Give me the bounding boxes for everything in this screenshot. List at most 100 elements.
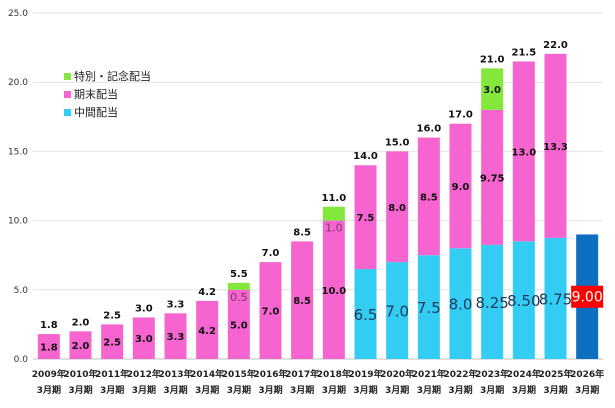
- special-value-label: 1.0: [325, 222, 343, 235]
- bar-segment: [164, 313, 187, 359]
- segment-value-label: 2.0: [72, 341, 90, 352]
- bar-segment: [386, 262, 409, 359]
- y-tick-label: 0.0: [14, 355, 29, 365]
- segment-value-label: 4.2: [198, 326, 216, 337]
- total-value-label: 14.0: [353, 151, 378, 162]
- bar-segment: [512, 241, 535, 359]
- total-value-label: 11.0: [321, 193, 346, 204]
- bar-segment: [37, 334, 60, 359]
- x-tick-period: 3月期: [37, 384, 61, 396]
- segment-value-label: 5.0: [230, 320, 248, 331]
- bar-segment: [449, 248, 472, 359]
- x-tick-period: 3月期: [68, 384, 92, 396]
- gridlines: [33, 12, 603, 360]
- x-tick-period: 3月期: [227, 384, 251, 396]
- x-tick-period: 3月期: [385, 384, 409, 396]
- segment-value-label: 7.5: [357, 213, 375, 224]
- x-tick-period: 3月期: [417, 384, 441, 396]
- interim-value-label: 7.5: [417, 299, 441, 317]
- total-value-label: 21.0: [480, 54, 505, 65]
- total-value-label: 8.5: [293, 227, 311, 238]
- x-tick-period: 3月期: [575, 384, 599, 396]
- total-value-label: 21.5: [511, 47, 536, 58]
- x-tick-period: 3月期: [322, 384, 346, 396]
- x-tick-year: 2019年: [348, 368, 382, 380]
- bar-segment: [481, 109, 504, 245]
- y-tick-label: 20.0: [8, 78, 28, 88]
- bar-segment: [386, 151, 409, 263]
- interim-value-label: 8.75: [539, 290, 572, 308]
- bar-segment: [544, 53, 567, 238]
- total-value-label: 3.0: [135, 303, 153, 314]
- total-value-label: 15.0: [385, 137, 410, 148]
- data-labels: 1.8 1.8 2.0 2.0 2.5 2.5 3.0 3.0 3.3 3.3 4.2 4.2 5.0 0…: [40, 40, 604, 354]
- x-tick-period: 3月期: [480, 384, 504, 396]
- x-tick-year: 2009年: [32, 368, 66, 380]
- segment-value-label: 8.5: [293, 296, 311, 307]
- segment-value-label: 9.0: [452, 182, 470, 193]
- interim-value-label: 8.0: [449, 296, 473, 314]
- bar-segment: [227, 289, 250, 359]
- total-value-label: 22.0: [543, 40, 568, 51]
- total-value-label: 17.0: [448, 110, 473, 121]
- total-value-label: 5.5: [230, 269, 248, 280]
- bar-segment: [512, 61, 535, 242]
- interim-value-label: 7.0: [385, 303, 409, 321]
- x-tick-year: 2020年: [380, 368, 414, 380]
- x-tick-year: 2016年: [253, 368, 287, 380]
- bar-segment: [196, 300, 219, 359]
- bar-segment: [132, 317, 155, 359]
- bar-segment: [354, 165, 377, 270]
- bar-segment: [449, 123, 472, 249]
- segment-value-label: 8.0: [388, 203, 406, 214]
- segment-value-label: 2.5: [103, 338, 121, 349]
- bar-segment: [322, 220, 345, 359]
- x-tick-year: 2011年: [95, 368, 129, 380]
- legend-swatch: [64, 109, 71, 116]
- segment-value-label: 3.0: [135, 334, 153, 345]
- x-tick-year: 2015年: [222, 368, 256, 380]
- interim-value-label: 8.25: [475, 294, 508, 312]
- x-tick-year: 2025年: [538, 368, 572, 380]
- x-tick-year: 2024年: [507, 368, 541, 380]
- special-value-label: 0.5: [230, 291, 248, 304]
- x-tick-year: 2023年: [475, 368, 509, 380]
- x-tick-period: 3月期: [258, 384, 282, 396]
- legend-label: 中間配当: [74, 105, 118, 119]
- x-tick-period: 3月期: [132, 384, 156, 396]
- x-tick-period: 3月期: [163, 384, 187, 396]
- x-tick-year: 2012年: [127, 368, 161, 380]
- bar-segment: [417, 255, 440, 359]
- x-tick-year: 2026年: [570, 368, 604, 380]
- bar-segment: [101, 324, 124, 359]
- x-tick-year: 2022年: [443, 368, 477, 380]
- total-value-label: 3.3: [167, 299, 185, 310]
- x-tick-period: 3月期: [448, 384, 472, 396]
- x-tick-period: 3月期: [195, 384, 219, 396]
- total-value-label: 2.0: [72, 317, 90, 328]
- x-tick-year: 2017年: [285, 368, 319, 380]
- y-tick-label: 15.0: [8, 147, 28, 157]
- legend-label: 特別・記念配当: [74, 69, 151, 83]
- x-tick-period: 3月期: [353, 384, 377, 396]
- bar-segment: [69, 331, 92, 359]
- bar-segment: [322, 206, 345, 221]
- bar-segment: [544, 237, 567, 359]
- x-tick-period: 3月期: [290, 384, 314, 396]
- total-value-label: 4.2: [198, 287, 216, 298]
- segment-value-label: 7.0: [262, 307, 280, 318]
- bar-segment: [481, 68, 504, 110]
- segment-value-label: 3.0: [483, 85, 501, 96]
- interim-value-label: 6.5: [354, 306, 378, 324]
- y-tick-label: 5.0: [14, 286, 29, 296]
- y-tick-label: 25.0: [8, 9, 28, 19]
- x-tick-year: 2018年: [317, 368, 351, 380]
- x-tick-year: 2013年: [158, 368, 192, 380]
- interim-value-label: 8.50: [507, 292, 540, 310]
- total-value-label: 2.5: [103, 310, 121, 321]
- segment-value-label: 13.0: [511, 147, 536, 158]
- legend-label: 期末配当: [74, 87, 118, 101]
- segment-value-label: 9.75: [480, 173, 505, 184]
